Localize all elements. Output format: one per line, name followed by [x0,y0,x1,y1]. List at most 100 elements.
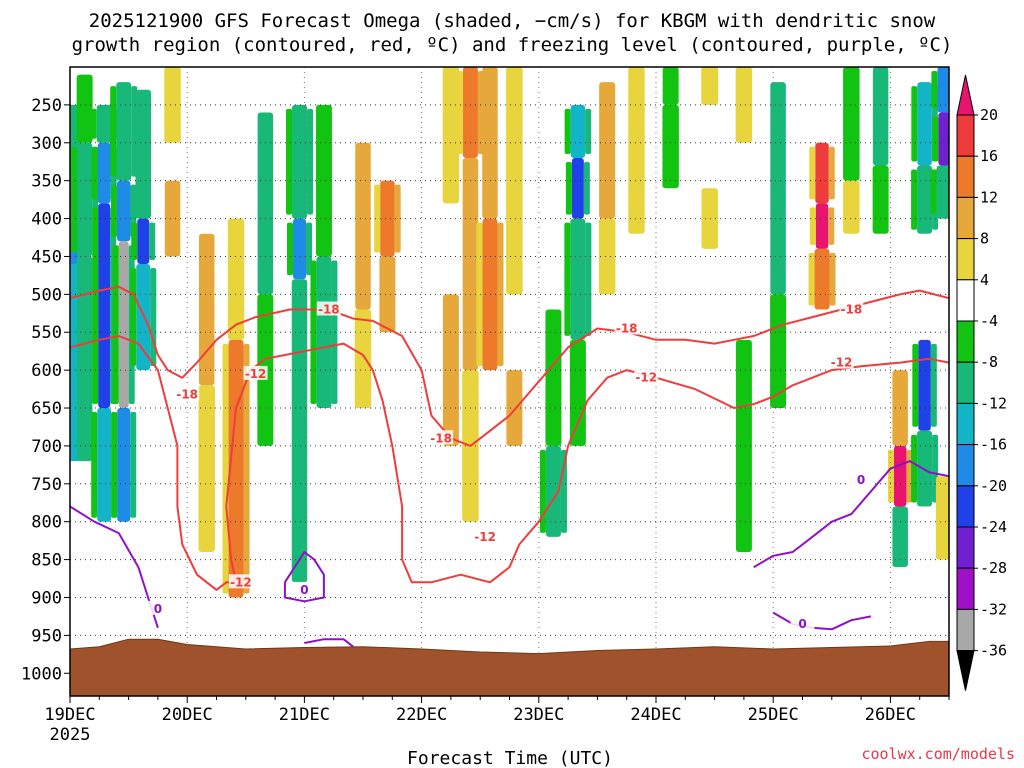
omega-cell [76,74,93,143]
omega-cell [136,264,151,371]
omega-cell-edge [930,343,937,427]
omega-cell-edge [222,343,229,594]
omega-cell [843,67,860,181]
omega-cell-edge [456,71,463,154]
contour-label: 0 [154,602,162,616]
omega-cell [872,165,889,234]
omega-cell [315,104,332,257]
omega-cell [770,82,786,295]
omega-shading [70,67,949,598]
contour-label: -12 [230,575,252,589]
omega-cell [462,67,478,158]
omega-cell [316,256,332,409]
colorbar-swatch [956,114,975,157]
omega-cell-edge [564,222,571,336]
colorbar-label: 4 [980,271,989,289]
colorbar-label: -32 [980,600,1007,618]
omega-cell [76,256,93,462]
omega-cell-edge [131,222,138,261]
contour-freezing-0b [283,551,325,603]
colorbar-swatch [956,608,975,652]
contour-label-bg [316,301,341,316]
omega-cell-edge [930,169,937,215]
omega-cell [118,241,129,409]
omega-cell-edge [906,449,913,503]
omega-cell [936,165,949,219]
omega-cell-edge [90,108,97,139]
terrain-layer [70,638,949,696]
contour-dgz-m12 [70,335,949,591]
colorbar-swatch [956,361,975,404]
omega-cell [892,506,908,568]
colorbar-swatch [956,526,975,569]
colorbar-label: 20 [980,106,998,124]
omega-cell [380,180,395,257]
omega-cell [937,67,949,113]
omega-cell [938,112,949,166]
omega-cell-edge [310,260,317,405]
omega-cell [257,112,274,295]
omega-cell [815,203,829,249]
colorbar-label: -12 [980,394,1007,412]
y-tick-label: 400 [31,210,62,230]
omega-cell-edge [887,449,894,503]
contour-label: -18 [616,321,638,335]
x-tick-label: 22DEC [396,705,447,725]
omega-cell [935,476,949,560]
credit-link[interactable]: coolwx.com/models [861,745,1015,763]
omega-cell [872,67,889,166]
colorbar-label: -24 [980,518,1007,536]
colorbar-swatch [956,238,975,281]
omega-cell-edge [111,412,118,518]
omega-cell [198,233,215,386]
omega-cell [97,142,111,204]
contour-freezing-0c [753,460,949,569]
x-tick-label: 25DEC [748,705,799,725]
contour-layer: -18 -18 -12 -12 -18 -12 -18 -12 -18 -12 0 0 0 0 [70,285,949,648]
contour-label: 0 [798,617,806,631]
y-tick-label: 650 [31,399,62,419]
omega-cell-edge [931,71,938,109]
omega-cell-edge [911,434,918,503]
omega-cell [628,67,645,234]
omega-cell [116,82,132,181]
colorbar-label: -36 [980,642,1007,660]
contour-label: -12 [831,356,853,370]
omega-cell [545,445,561,537]
omega-cell [506,370,523,446]
x-tick-label: 26DEC [865,705,916,725]
omega-cell-edge [331,260,338,405]
omega-cell-edge [565,161,572,215]
y-tick-label: 1000 [21,664,62,684]
colorbar-label: 8 [980,230,989,248]
omega-cell-edge [828,207,835,245]
omega-cell [599,82,616,219]
omega-cell-edge [110,86,117,177]
contour-label-bg [614,320,639,335]
omega-cell [291,279,308,583]
y-tick-label: 900 [31,588,62,608]
omega-cell [482,67,498,219]
omega-cell [354,309,372,409]
y-tick-label: 350 [31,172,62,192]
colorbar-label: -16 [980,436,1007,454]
x-tick-label: 19DEC [44,705,95,725]
omega-cell [482,218,498,371]
x-tick-label: 20DEC [162,705,213,725]
omega-cell [570,104,586,158]
omega-cell-edge [150,268,157,367]
colorbar-swatch [956,196,975,240]
omega-cell [292,104,308,219]
omega-cell-edge [374,184,381,253]
omega-cell [227,218,245,340]
contour-label: 0 [300,583,308,597]
colorbar-swatch [956,485,975,528]
omega-cell [135,89,151,219]
contour-label-bg [429,430,454,445]
omega-cell [116,180,131,242]
omega-cell [843,180,860,234]
omega-cell-edge [112,245,119,405]
contour-label: -18 [840,303,862,317]
contour-label: 0 [857,473,865,487]
